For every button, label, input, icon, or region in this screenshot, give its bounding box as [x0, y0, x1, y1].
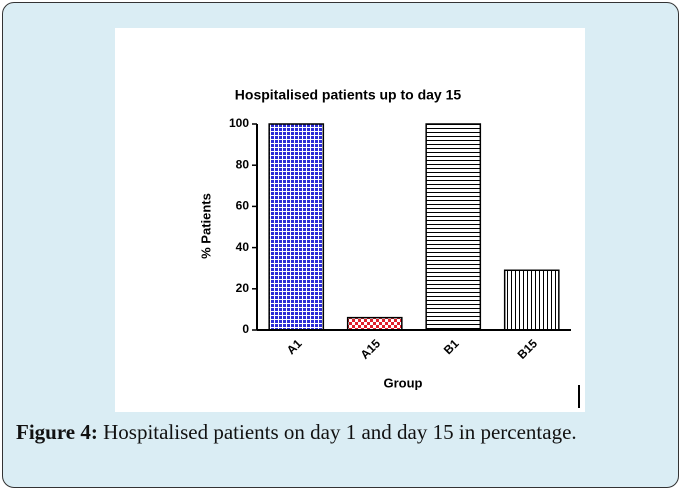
y-axis-label: % Patients	[198, 193, 213, 259]
y-tick-label: 20	[236, 281, 250, 295]
chart: Hospitalised patients up to day 15 % Pat…	[115, 28, 585, 412]
y-tick-label: 100	[229, 116, 249, 130]
bar	[503, 269, 560, 331]
chart-title: Hospitalised patients up to day 15	[235, 87, 462, 103]
bar	[268, 123, 325, 331]
caption-label: Figure 4:	[16, 420, 98, 444]
bar	[346, 316, 403, 331]
y-tick-label: 80	[236, 157, 250, 171]
y-tick-label: 0	[242, 322, 249, 336]
caption: Figure 4: Hospitalised patients on day 1…	[16, 418, 666, 447]
caption-text: Hospitalised patients on day 1 and day 1…	[103, 420, 577, 444]
plot-background	[115, 28, 585, 412]
x-axis-label: Group	[384, 375, 423, 390]
y-tick-label: 60	[236, 199, 250, 213]
bar	[425, 123, 482, 331]
y-tick-label: 40	[236, 240, 250, 254]
